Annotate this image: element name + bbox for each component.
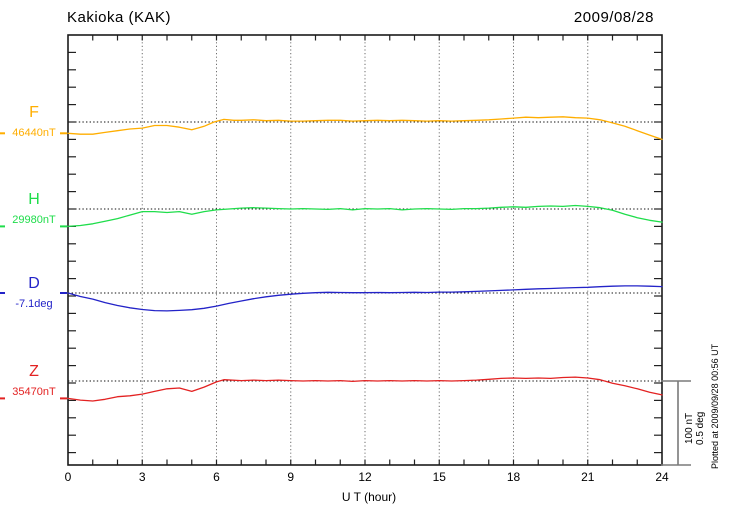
x-tick-label: 6 [213,470,220,484]
x-tick-label: 9 [287,470,295,484]
channel-baseline-value: 46440nT [12,127,56,139]
series-lines [0,116,663,402]
scale-bar-label-nt: 100 nT [684,412,695,444]
channel-label-D: D -7.1deg [4,275,64,310]
x-tick-label: 21 [581,470,595,484]
channel-letter: D [28,275,40,292]
x-axis-title: U T (hour) [0,490,730,504]
channel-baseline-value: 35470nT [12,386,56,398]
channel-letter: Z [29,363,39,380]
channel-letter: H [28,191,40,208]
series-F-line [67,116,663,141]
plotted-at-note: Plotted at 2009/09/28 00:56 UT [710,343,720,469]
scale-bar [661,380,691,466]
x-tick-label: 15 [432,470,446,484]
channel-label-Z: Z 35470nT [4,363,64,398]
channel-baseline-value: 29980nT [12,214,56,226]
series-D-line [67,285,663,312]
x-tick-label: 18 [506,470,521,484]
plot-frame [67,34,663,466]
channel-label-F: F 46440nT [4,104,64,139]
plot-date: 2009/08/28 [573,9,654,26]
axis-ticks [68,35,662,465]
scale-bar-label-deg: 0.5 deg [695,411,706,445]
page-title: Kakioka (KAK) [67,9,172,26]
x-tick-label: 3 [138,470,146,484]
x-axis-tick-labels: 0 3 6 9 12 15 18 21 24 [0,471,730,486]
series-H-line [67,204,663,228]
x-tick-label: 12 [358,470,372,484]
scale-bar-label: 100 nT 0.5 deg [684,399,706,457]
channel-label-H: H 29980nT [4,191,64,226]
x-tick-label: 0 [64,470,72,484]
channel-letter: F [29,104,39,121]
vertical-gridlines [141,35,589,465]
x-axis-title-text: U T (hour) [341,490,397,504]
plot-border [67,34,663,466]
channel-baseline-value: -7.1deg [15,298,53,310]
x-tick-label: 24 [655,470,669,484]
series-Z-line [67,376,663,402]
